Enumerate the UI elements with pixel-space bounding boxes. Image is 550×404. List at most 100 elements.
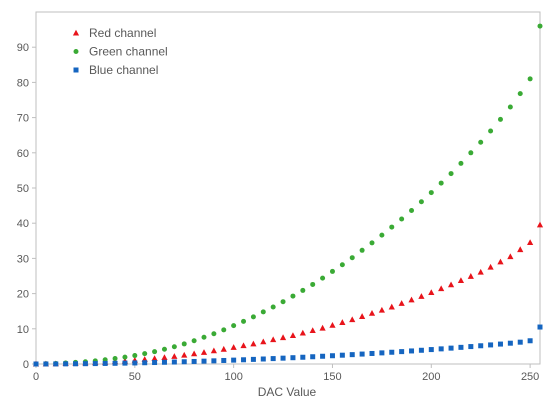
data-point xyxy=(409,208,415,214)
data-point xyxy=(181,351,188,358)
data-point xyxy=(467,273,474,279)
data-point xyxy=(428,190,434,196)
data-point xyxy=(300,354,306,360)
data-point xyxy=(408,296,415,303)
data-point xyxy=(428,289,435,296)
legend-marker xyxy=(73,67,79,73)
data-point xyxy=(191,338,197,344)
data-point xyxy=(329,353,335,359)
data-point xyxy=(517,246,524,253)
legend-label: Red channel xyxy=(89,26,156,40)
data-point xyxy=(250,314,256,320)
data-point xyxy=(527,338,533,344)
data-point xyxy=(171,359,177,365)
data-point xyxy=(250,356,256,362)
data-point xyxy=(389,224,395,230)
data-point xyxy=(369,350,375,356)
data-point xyxy=(132,360,138,366)
data-point xyxy=(300,287,306,293)
data-point xyxy=(339,352,345,358)
data-point xyxy=(448,171,454,177)
data-point xyxy=(270,336,277,343)
data-point xyxy=(231,357,237,363)
series-red-channel xyxy=(32,221,544,367)
data-point xyxy=(241,357,247,363)
data-point xyxy=(438,180,444,186)
data-point xyxy=(399,349,405,355)
data-point xyxy=(191,350,198,357)
y-tick-label: 0 xyxy=(23,359,29,371)
data-point xyxy=(112,356,118,362)
data-point xyxy=(142,351,148,357)
data-point xyxy=(517,339,523,345)
data-point xyxy=(201,334,207,340)
data-point xyxy=(161,354,168,360)
data-point xyxy=(359,247,365,253)
data-point xyxy=(468,344,474,350)
data-point xyxy=(497,258,504,265)
data-point xyxy=(299,329,306,336)
data-point xyxy=(409,348,415,354)
data-point xyxy=(279,334,287,341)
y-tick-label: 80 xyxy=(17,77,29,89)
x-tick-label: 200 xyxy=(422,371,440,383)
y-tick-label: 60 xyxy=(17,148,29,160)
x-tick-label: 100 xyxy=(224,371,242,383)
data-point xyxy=(102,360,108,366)
data-point xyxy=(477,268,484,275)
data-point xyxy=(82,361,88,367)
data-point xyxy=(221,327,227,333)
data-point xyxy=(210,347,217,354)
legend-label: Green channel xyxy=(89,45,168,59)
data-point xyxy=(527,239,534,246)
data-point xyxy=(329,268,335,274)
data-point xyxy=(359,313,366,319)
data-point xyxy=(171,353,178,359)
data-point xyxy=(200,349,208,355)
data-point xyxy=(379,350,385,356)
data-point xyxy=(458,344,464,350)
data-point xyxy=(378,306,385,313)
x-axis: 0 50 100 150 200 250 xyxy=(33,364,539,383)
data-point xyxy=(152,360,158,366)
data-point xyxy=(536,221,544,228)
data-point xyxy=(339,319,346,325)
data-point xyxy=(260,356,266,362)
legend-marker xyxy=(73,49,79,54)
data-point xyxy=(230,344,237,350)
data-point xyxy=(488,342,494,348)
data-point xyxy=(478,343,484,349)
data-point xyxy=(290,355,296,361)
y-tick-label: 90 xyxy=(17,42,29,54)
data-point xyxy=(211,358,217,364)
data-point xyxy=(92,361,98,367)
data-point xyxy=(73,361,79,367)
legend-marker xyxy=(72,29,80,36)
y-tick-label: 20 xyxy=(17,289,29,301)
data-point xyxy=(181,341,187,347)
data-point xyxy=(379,232,385,238)
data-point xyxy=(260,338,267,345)
data-point xyxy=(428,347,434,353)
data-point xyxy=(389,349,395,355)
data-point xyxy=(132,353,138,359)
data-point xyxy=(152,349,158,355)
y-tick-label: 40 xyxy=(17,218,29,230)
data-point xyxy=(369,240,375,246)
data-point xyxy=(438,285,445,292)
data-point xyxy=(497,116,503,122)
data-point xyxy=(63,361,69,367)
data-point xyxy=(142,360,148,366)
data-point xyxy=(527,76,533,82)
data-point xyxy=(201,358,207,364)
data-point xyxy=(122,360,128,366)
data-point xyxy=(497,341,503,347)
legend-label: Blue channel xyxy=(89,63,158,77)
data-point xyxy=(537,23,543,29)
data-point xyxy=(181,359,187,365)
data-point xyxy=(43,361,49,367)
data-point xyxy=(447,281,455,288)
data-point xyxy=(478,139,484,145)
